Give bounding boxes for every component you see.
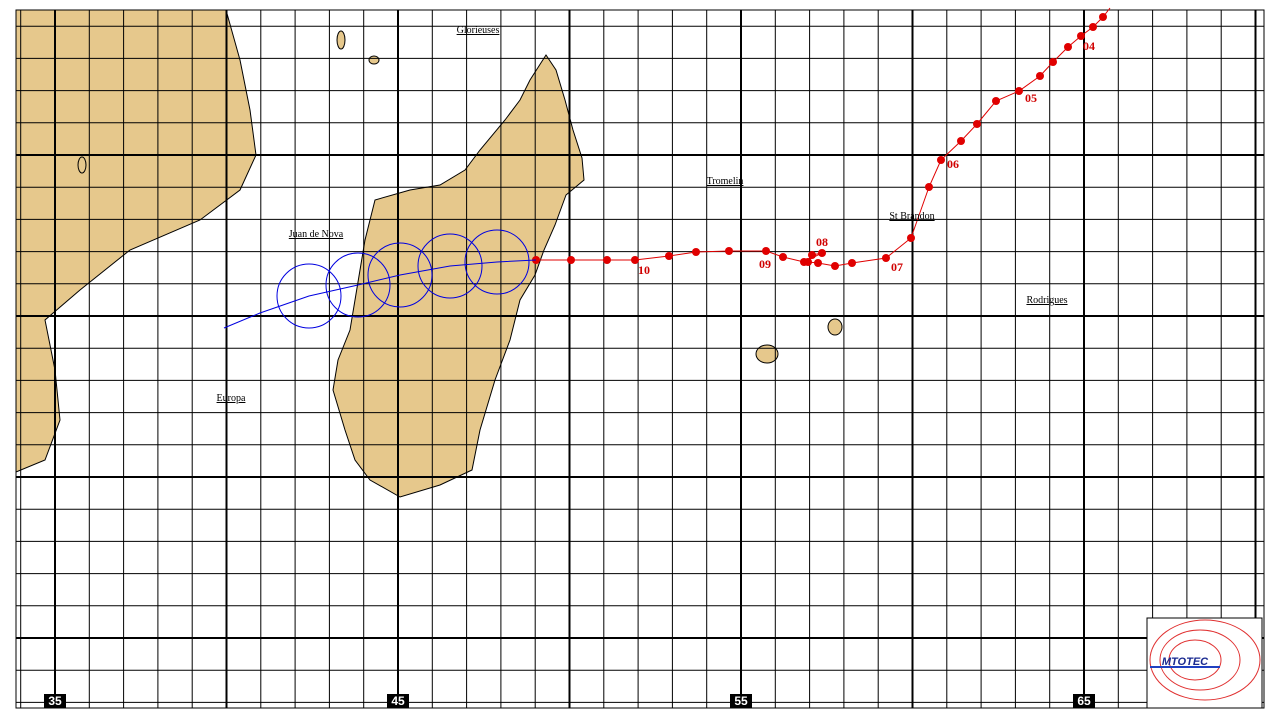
reunion bbox=[755, 344, 779, 364]
track-label: 08 bbox=[816, 235, 828, 249]
africa bbox=[15, 9, 257, 473]
track-label: 07 bbox=[891, 260, 903, 274]
track-point bbox=[1099, 13, 1107, 21]
longitude-box bbox=[1073, 694, 1095, 708]
track-label: 06 bbox=[947, 157, 959, 171]
track-point bbox=[818, 249, 826, 257]
track-point bbox=[957, 137, 965, 145]
longitude-box bbox=[730, 694, 752, 708]
longitude-label: 65 bbox=[1077, 694, 1091, 708]
forecast-circle bbox=[464, 229, 530, 295]
forecast-circle bbox=[325, 252, 391, 318]
track-point bbox=[814, 259, 822, 267]
logo-box bbox=[1146, 617, 1263, 709]
track-point bbox=[992, 97, 1000, 105]
track-point bbox=[925, 183, 933, 191]
track-point bbox=[848, 259, 856, 267]
track-point bbox=[973, 120, 981, 128]
track-label: 05 bbox=[1025, 91, 1037, 105]
track-point bbox=[1077, 32, 1085, 40]
track-label: 04 bbox=[1083, 39, 1095, 53]
track-point bbox=[692, 248, 700, 256]
track bbox=[223, 7, 1111, 329]
longitude-label: 35 bbox=[48, 694, 62, 708]
comoros bbox=[368, 55, 380, 65]
madagascar bbox=[332, 54, 585, 498]
land bbox=[15, 9, 843, 498]
place-label: Europa bbox=[217, 393, 246, 404]
zanzibar bbox=[77, 156, 87, 174]
place-label: St Brandon bbox=[889, 211, 934, 222]
place-label: Tromelin bbox=[707, 176, 744, 187]
logo-text: MTOTEC bbox=[1162, 656, 1209, 668]
forecast-circle bbox=[417, 233, 483, 299]
track-point bbox=[808, 251, 816, 259]
track-label: 09 bbox=[759, 257, 771, 271]
track-point bbox=[831, 262, 839, 270]
place-label: Juan de Nova bbox=[289, 229, 344, 240]
track-point bbox=[603, 256, 611, 264]
track-point bbox=[1089, 23, 1097, 31]
track-point bbox=[907, 234, 915, 242]
track-point bbox=[937, 156, 945, 164]
track-point bbox=[882, 254, 890, 262]
track-point bbox=[631, 256, 639, 264]
logo-ring bbox=[1149, 619, 1261, 701]
track-point bbox=[665, 252, 673, 260]
place-label: Rodrigues bbox=[1026, 295, 1067, 306]
grid bbox=[16, 10, 1264, 708]
track-point bbox=[762, 247, 770, 255]
logo-ring bbox=[1168, 639, 1222, 681]
logo-ring bbox=[1159, 629, 1241, 691]
longitude-box bbox=[387, 694, 409, 708]
comoros bbox=[336, 30, 346, 50]
track-point bbox=[1064, 43, 1072, 51]
track-label: 10 bbox=[638, 263, 650, 277]
forecast-track bbox=[223, 259, 537, 329]
track-point bbox=[779, 253, 787, 261]
track-point bbox=[567, 256, 575, 264]
track-point bbox=[1015, 87, 1023, 95]
logo: MTOTEC bbox=[1146, 617, 1263, 709]
forecast-circle bbox=[276, 263, 342, 329]
place-label: Glorieuses bbox=[457, 25, 500, 36]
track-point bbox=[725, 247, 733, 255]
forecast-circle bbox=[367, 242, 433, 308]
track-point bbox=[800, 258, 808, 266]
track-point bbox=[1049, 58, 1057, 66]
longitude-label: 45 bbox=[391, 694, 405, 708]
longitude-box bbox=[44, 694, 66, 708]
track-point bbox=[1036, 72, 1044, 80]
longitude-labels: 35 45 55 65 bbox=[44, 694, 1095, 708]
longitude-label: 55 bbox=[734, 694, 748, 708]
mauritius bbox=[827, 318, 843, 336]
